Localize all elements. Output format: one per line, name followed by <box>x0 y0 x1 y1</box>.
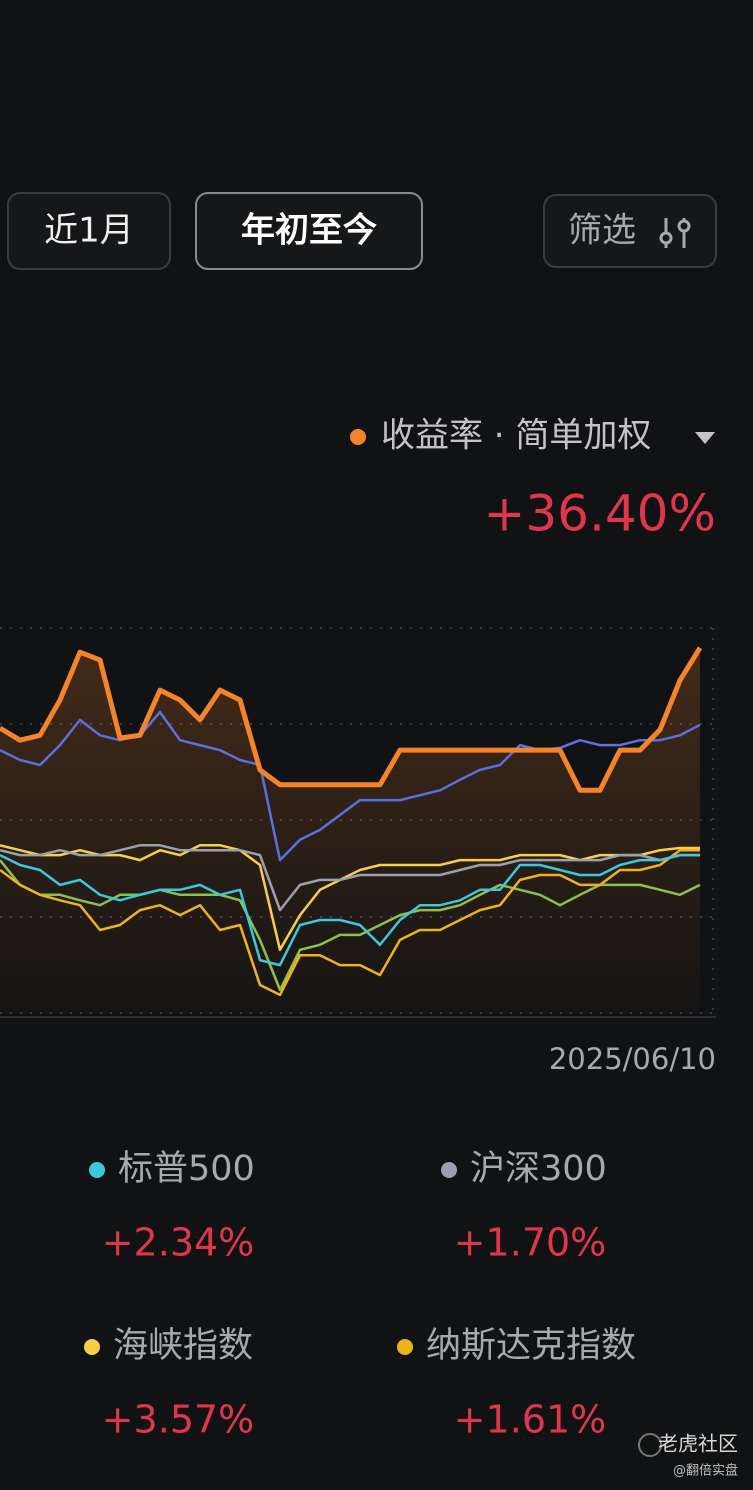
watermark-brand: 老虎社区 <box>658 1432 738 1456</box>
line <box>0 710 701 862</box>
tab-button-active[interactable] <box>195 192 423 270</box>
series-return: +2.34% <box>102 1221 255 1265</box>
tab-label: 年初至今 <box>241 211 377 251</box>
line <box>0 859 701 992</box>
legend-dot <box>84 1339 100 1355</box>
filter-label: 筛选 <box>568 211 636 251</box>
filter-button[interactable] <box>543 194 717 268</box>
line <box>0 844 700 912</box>
series-return: +1.61% <box>454 1398 607 1442</box>
line <box>0 848 700 997</box>
tab-button[interactable] <box>7 192 171 270</box>
legend-dot <box>350 429 366 445</box>
line <box>0 646 703 793</box>
line <box>0 853 700 967</box>
area <box>0 647 700 1013</box>
legend-label: 收益率 · 简单加权 <box>381 416 651 456</box>
legend-label: 纳斯达克指数 <box>426 1326 636 1366</box>
legend-label: 海峡指数 <box>113 1326 253 1366</box>
watermark-icon <box>638 1433 662 1457</box>
series-return: +1.70% <box>454 1221 607 1265</box>
series-return: +3.57% <box>102 1398 255 1442</box>
legend-dot <box>397 1339 413 1355</box>
tab-label: 近1月 <box>44 211 134 251</box>
total-return: +36.40% <box>483 485 716 543</box>
filter-icon <box>659 218 691 248</box>
legend-label: 沪深300 <box>470 1149 607 1189</box>
legend-dot <box>89 1162 105 1178</box>
dropdown-arrow <box>695 432 715 444</box>
x-tick-label: 2025/06/10 <box>549 1042 716 1076</box>
grid <box>0 627 714 1014</box>
watermark-account: @翻倍实盘 <box>673 1463 738 1479</box>
legend-label: 标普500 <box>118 1149 255 1189</box>
legend-dot <box>441 1162 457 1178</box>
